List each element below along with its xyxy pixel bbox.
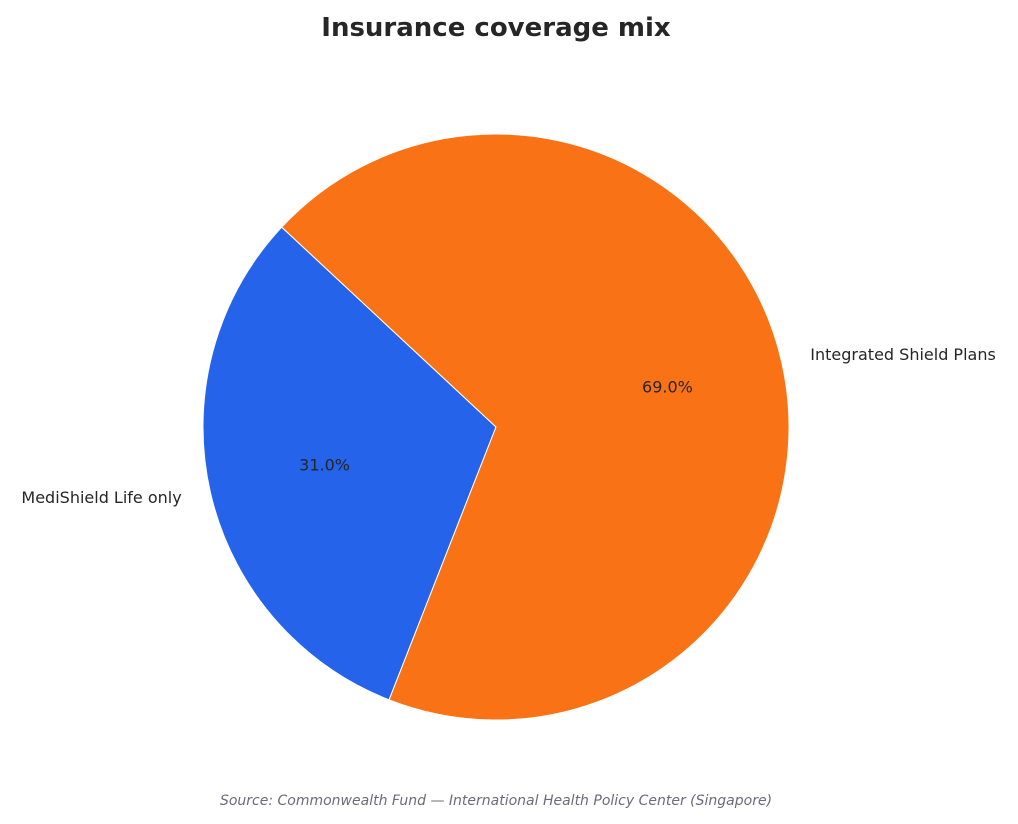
slice-category-label: MediShield Life only — [21, 488, 181, 507]
chart-title: Insurance coverage mix — [321, 13, 671, 43]
pie-slice-1 — [202, 226, 497, 701]
pie-slice-2 — [281, 133, 790, 721]
slice-percent-label: 69.0% — [642, 378, 693, 397]
pie-slices — [202, 133, 790, 721]
slice-percent-label: 31.0% — [299, 455, 350, 474]
slice-category-label: Integrated Shield Plans — [810, 345, 996, 364]
pie-labels: 31.0% MediShield Life only 69.0% Integrated… — [21, 345, 995, 507]
source-note: Source: Commonwealth Fund — Internationa… — [220, 793, 772, 809]
